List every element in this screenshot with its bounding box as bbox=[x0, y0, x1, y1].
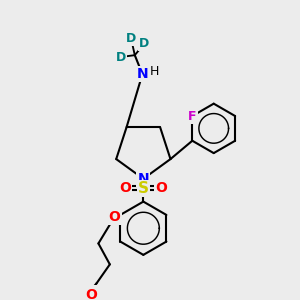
Text: N: N bbox=[137, 172, 149, 186]
Text: D: D bbox=[126, 32, 136, 44]
Text: O: O bbox=[155, 181, 167, 195]
Text: D: D bbox=[116, 51, 126, 64]
Text: O: O bbox=[109, 210, 121, 224]
Text: F: F bbox=[188, 110, 196, 122]
Text: O: O bbox=[85, 288, 97, 300]
Text: N: N bbox=[136, 67, 148, 81]
Text: O: O bbox=[119, 181, 131, 195]
Text: H: H bbox=[150, 65, 159, 78]
Text: D: D bbox=[139, 37, 149, 50]
Text: S: S bbox=[138, 181, 149, 196]
